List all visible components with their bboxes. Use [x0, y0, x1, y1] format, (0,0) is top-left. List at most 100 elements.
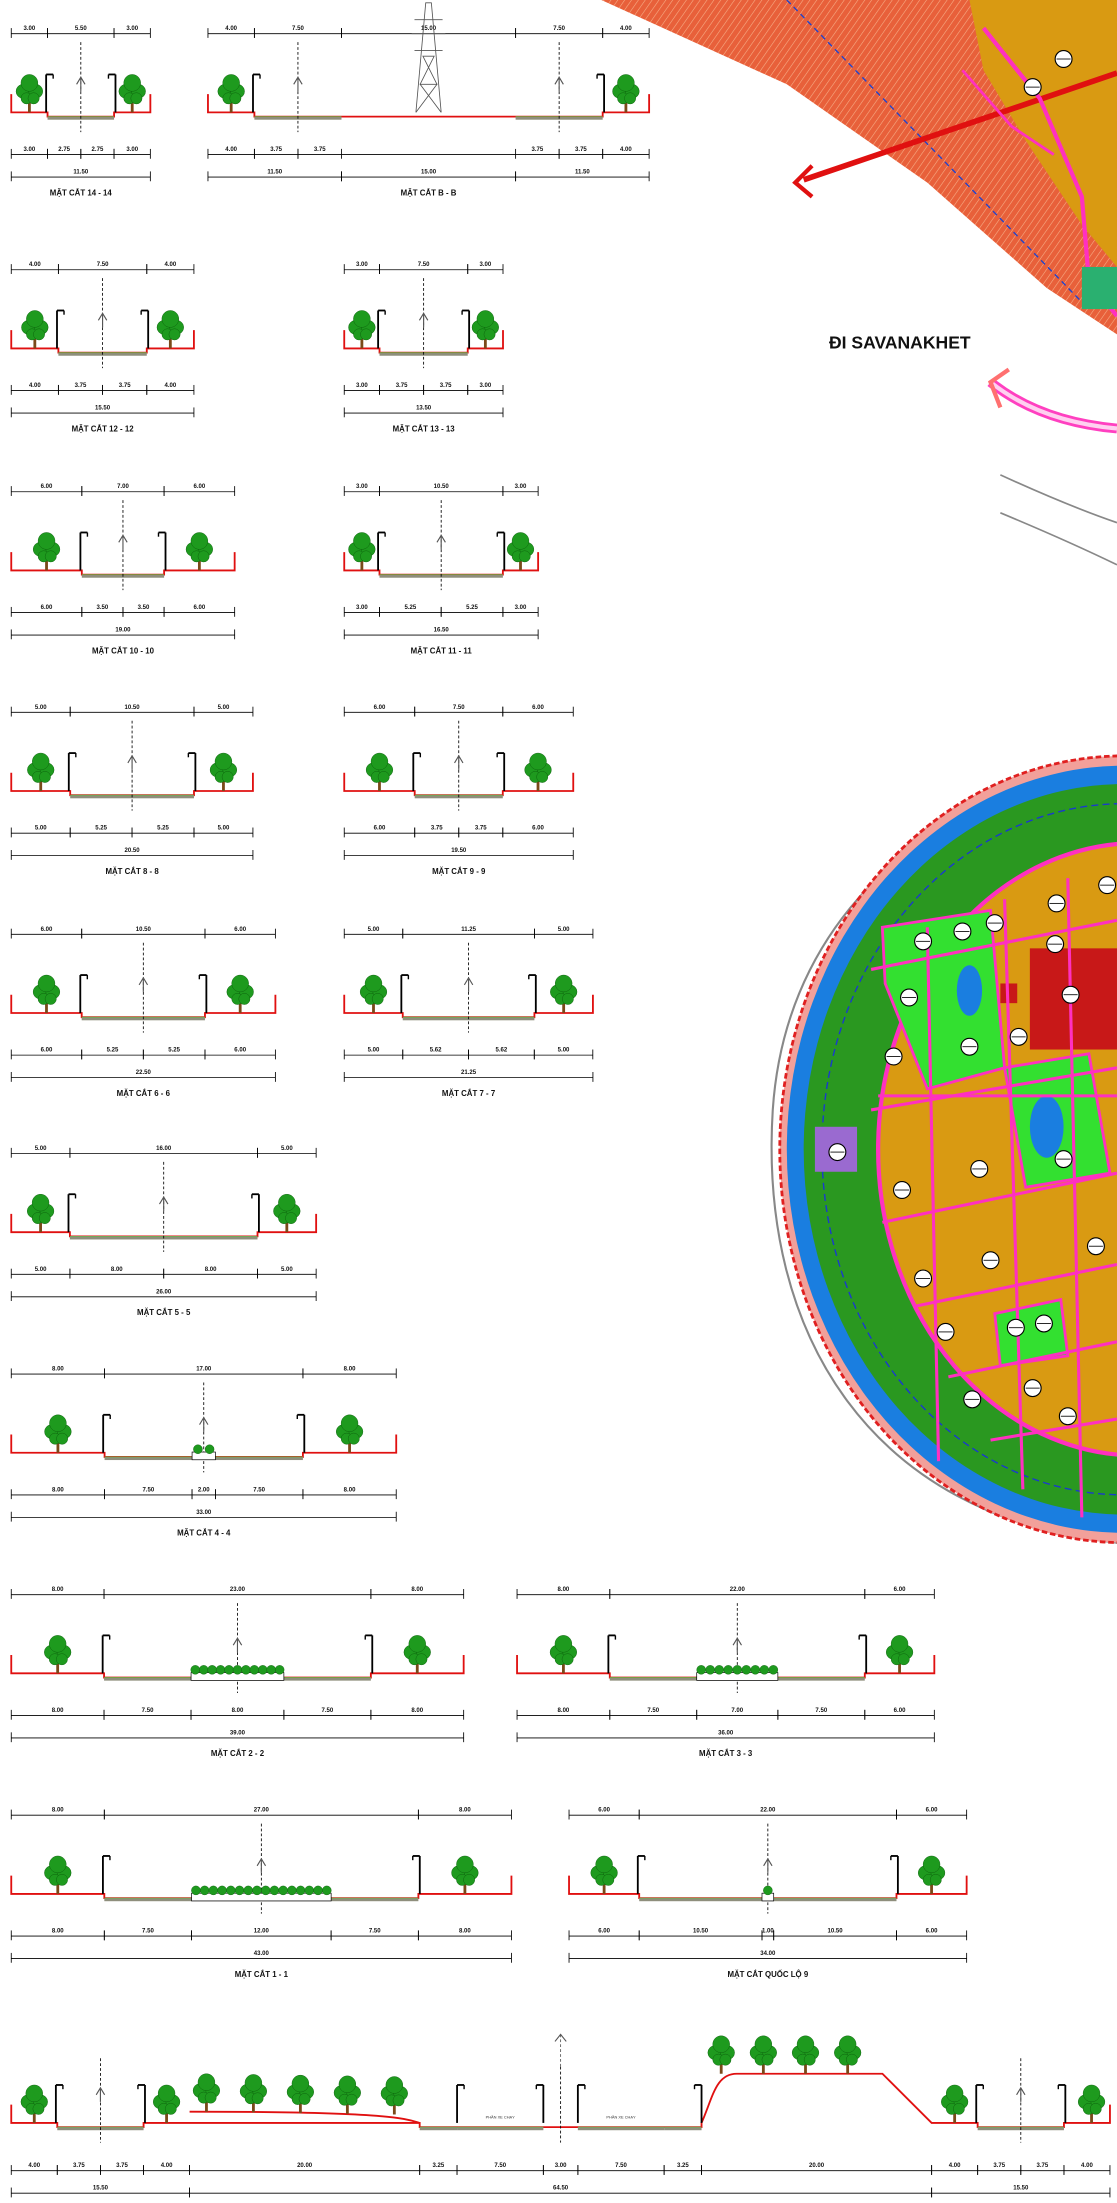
- tree-trunk: [205, 2096, 208, 2112]
- center-lamp: [159, 1195, 169, 1212]
- dimension-label: 5.25: [466, 605, 478, 611]
- shrub: [705, 1665, 715, 1675]
- shrub: [269, 1885, 280, 1896]
- section-title: MẶT CẮT 6 - 6: [117, 1089, 171, 1098]
- dimension-label: 22.00: [730, 1587, 746, 1593]
- dimension-label: 10.50: [693, 1929, 709, 1935]
- tree-trunk: [39, 1216, 42, 1233]
- dimension-label: 6.00: [926, 1929, 938, 1935]
- dimension-label: 6.00: [41, 484, 53, 490]
- map-label: ĐI SAVANAKHET: [829, 332, 971, 352]
- dimension-label: 11.50: [267, 170, 282, 176]
- shrub: [732, 1665, 742, 1675]
- center-lamp: [436, 534, 446, 550]
- tree-crown: [197, 2073, 216, 2091]
- section-title: MẶT CẮT 5 - 5: [137, 1308, 191, 1317]
- tree-trunk: [32, 2107, 36, 2123]
- tree-crown: [803, 2053, 816, 2066]
- section-title: MẶT CẮT 10 - 10: [92, 646, 155, 655]
- dimension-label: 3.25: [432, 2163, 444, 2169]
- tree-crown: [796, 2035, 815, 2053]
- dimension-label: 3.00: [356, 605, 368, 611]
- tree-crown: [1082, 2084, 1101, 2103]
- dimension-label: 8.00: [52, 1708, 64, 1714]
- road-curve-inner: [989, 380, 1117, 431]
- tree-crown: [624, 92, 636, 105]
- center-lamp: [76, 76, 86, 92]
- section-title: MẶT CẮT 8 - 8: [105, 867, 159, 876]
- dimension-label: 3.75: [431, 826, 443, 832]
- tree-crown: [31, 1194, 50, 1212]
- shrub: [768, 1665, 779, 1675]
- tree-trunk: [56, 1437, 60, 1453]
- tree-trunk: [45, 997, 48, 1013]
- dimension-label: 8.00: [459, 1929, 471, 1935]
- dimension-label: 5.25: [168, 1048, 180, 1054]
- tree-trunk: [298, 2097, 302, 2114]
- zone-green: [1081, 266, 1117, 310]
- section-title: MẶT CẮT QUỐC LỘ 9: [727, 1969, 808, 1979]
- shrub: [295, 1885, 306, 1896]
- section-title: MẶT CẮT 1 - 1: [235, 1970, 289, 1979]
- street: [870, 918, 1117, 971]
- tree-trunk: [483, 332, 487, 349]
- road-surface: [57, 2127, 101, 2131]
- dimension-label: 3.00: [356, 262, 368, 268]
- tree-crown: [353, 310, 371, 328]
- dimension-label: 5.62: [496, 1048, 508, 1054]
- dimension-label: 21.25: [461, 1070, 477, 1076]
- section-title: MẶT CẮT 11 - 11: [411, 646, 473, 655]
- tree-crown: [285, 1212, 297, 1224]
- shrub: [313, 1885, 323, 1896]
- dimension-label: 4.00: [29, 262, 41, 268]
- center-lamp: [256, 1857, 267, 1873]
- tree-crown: [161, 310, 179, 328]
- tree-crown: [25, 2084, 43, 2103]
- dimension-label: 7.50: [647, 1708, 659, 1714]
- tree-crown: [231, 974, 249, 993]
- tree-trunk: [804, 2058, 807, 2074]
- dimension-label: 8.00: [111, 1267, 123, 1273]
- center-lamp: [199, 1416, 209, 1432]
- dimension-label: 4.00: [225, 26, 237, 32]
- dimension-label: 33.00: [196, 1510, 212, 1516]
- dimension-label: 11.50: [73, 170, 88, 176]
- dimension-label: 6.00: [41, 605, 53, 611]
- dimension-label: 15.00: [421, 170, 437, 176]
- lake: [1029, 1095, 1064, 1158]
- dimension-label: 7.50: [142, 1708, 154, 1714]
- center-lamp: [1016, 2086, 1026, 2102]
- dimension-label: 3.75: [993, 2163, 1005, 2169]
- tree-crown: [130, 92, 143, 105]
- center-lamp: [554, 76, 564, 92]
- tree-crown: [222, 74, 240, 92]
- tree-trunk: [536, 775, 540, 792]
- road-arrow-left: [987, 367, 1010, 409]
- tree-crown: [377, 771, 390, 783]
- shrub: [258, 1665, 268, 1675]
- tree-crown: [945, 2084, 964, 2103]
- dimension-label: 11.25: [461, 927, 476, 933]
- tree-trunk: [168, 332, 172, 349]
- tree-trunk: [165, 2107, 168, 2123]
- tree-trunk: [345, 2098, 349, 2114]
- shrub: [696, 1665, 706, 1675]
- shrub: [266, 1665, 276, 1675]
- dimension-label: 36.00: [718, 1730, 734, 1736]
- tree-trunk: [39, 775, 43, 792]
- dimension-label: 22.00: [760, 1808, 776, 1814]
- tree-crown: [251, 2092, 264, 2105]
- tree-crown: [555, 974, 573, 993]
- dimension-label: 15.00: [421, 26, 437, 32]
- shrub: [191, 1885, 201, 1896]
- tree-trunk: [348, 1437, 351, 1453]
- tree-crown: [56, 1874, 68, 1886]
- shrub: [232, 1665, 243, 1675]
- tree-trunk: [930, 1878, 933, 1894]
- dimension-label: 3.75: [75, 383, 87, 389]
- dimension-label: 6.00: [234, 927, 246, 933]
- dimension-label: 4.00: [161, 2163, 173, 2169]
- tree-crown: [291, 2074, 310, 2093]
- tree-crown: [238, 993, 251, 1005]
